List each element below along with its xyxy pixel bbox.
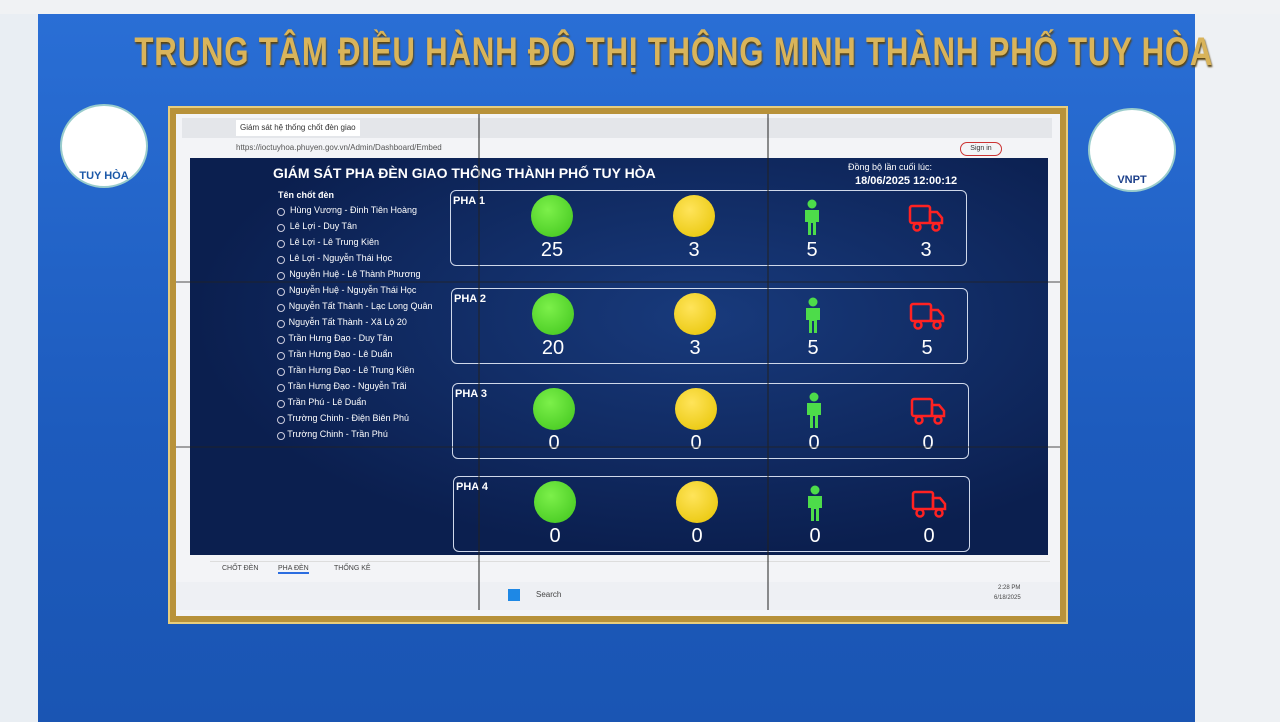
pedestrian-icon — [803, 392, 825, 433]
browser-tab[interactable]: Giám sát hệ thống chốt đèn giao — [236, 120, 360, 136]
pedestrian-count: 5 — [806, 239, 818, 261]
tab-bar — [182, 118, 1052, 138]
tab[interactable]: PHA ĐÈN — [278, 565, 309, 574]
address-bar[interactable]: https://ioctuyhoa.phuyen.gov.vn/Admin/Da… — [236, 143, 442, 152]
logo-right: VNPT — [1088, 108, 1176, 192]
sign-in-button[interactable]: Sign in — [960, 142, 1002, 156]
phase-name: PHA 2 — [454, 293, 486, 305]
start-button[interactable] — [508, 589, 520, 601]
phase-box: PHA 2 20 3 5 5 — [451, 288, 968, 364]
intersection-item: Lê Lợi - Lê Trung Kiên — [289, 237, 380, 247]
intersection-item: Lê Lợi - Nguyễn Thái Học — [289, 253, 393, 263]
phase-name: PHA 1 — [453, 195, 485, 207]
intersection-item: Nguyễn Tất Thành - Lạc Long Quân — [288, 301, 433, 311]
green-light — [531, 195, 573, 237]
intersection-item: Lê Lợi - Duy Tân — [289, 221, 358, 231]
yellow-count: 3 — [688, 239, 700, 261]
vehicle-icon — [911, 489, 947, 524]
taskbar: Search 2:28 PM 6/18/2025 — [176, 582, 1060, 610]
bezel — [767, 114, 769, 610]
green-light — [532, 293, 574, 335]
dashboard: GIÁM SÁT PHA ĐÈN GIAO THÔNG THÀNH PHỐ TU… — [190, 158, 1048, 555]
side-wall — [0, 0, 38, 722]
yellow-light — [676, 481, 718, 523]
vehicle-icon — [910, 396, 946, 431]
vehicle-icon — [908, 203, 944, 238]
tab-strip: CHỐT ĐÈN PHA ĐÈN THỐNG KÊ — [210, 561, 1050, 580]
radio — [277, 320, 285, 328]
sync-time: 18/06/2025 12:00:12 — [855, 175, 958, 187]
phase-box: PHA 1 25 3 5 3 — [450, 190, 967, 266]
vehicle-count: 0 — [922, 432, 934, 454]
radio — [277, 400, 285, 408]
green-light — [534, 481, 576, 523]
radio — [277, 256, 285, 264]
list-header: Tên chốt đèn — [278, 190, 334, 200]
ceiling — [0, 0, 1280, 14]
intersection-item: Trần Phú - Lê Duẩn — [287, 397, 367, 407]
radio — [277, 272, 285, 280]
clock-date: 6/18/2025 — [994, 595, 1021, 601]
intersection-item: Nguyễn Tất Thành - Xã Lộ 20 — [288, 317, 407, 327]
pedestrian-icon — [804, 485, 826, 526]
intersection-item: Trần Hưng Đạo - Lê Trung Kiên — [288, 365, 415, 375]
yellow-count: 0 — [690, 432, 702, 454]
pedestrian-count: 5 — [807, 337, 819, 359]
phase-box: PHA 4 0 0 0 0 — [453, 476, 970, 552]
radio — [277, 304, 285, 312]
radio — [277, 416, 285, 424]
pedestrian-icon — [802, 297, 824, 338]
intersection-item: Trần Hưng Đạo - Lê Duẩn — [288, 349, 393, 359]
radio — [277, 384, 285, 392]
intersection-item: Trần Hưng Đạo - Duy Tân — [288, 333, 393, 343]
dashboard-title: GIÁM SÁT PHA ĐÈN GIAO THÔNG THÀNH PHỐ TU… — [273, 165, 656, 181]
clock-time: 2:28 PM — [998, 585, 1021, 591]
taskbar-search[interactable]: Search — [536, 590, 562, 599]
intersection-item: Trần Hưng Đạo - Nguyễn Trãi — [287, 381, 407, 391]
intersection-item: Trường Chinh - Điện Biên Phủ — [287, 413, 410, 423]
intersection-item: Hùng Vương - Đinh Tiên Hoàng — [290, 205, 417, 215]
intersection-item: Trường Chinh - Trần Phú — [287, 429, 388, 439]
green-light — [533, 388, 575, 430]
pedestrian-count: 0 — [809, 525, 821, 547]
phase-box: PHA 3 0 0 0 0 — [452, 383, 969, 459]
radio — [277, 352, 285, 360]
yellow-light — [675, 388, 717, 430]
radio — [277, 224, 285, 232]
phase-name: PHA 4 — [456, 481, 488, 493]
radio — [277, 208, 285, 216]
intersection-item: Nguyễn Huệ - Nguyễn Thái Học — [289, 285, 417, 295]
pedestrian-icon — [801, 199, 823, 240]
vehicle-icon — [909, 301, 945, 336]
radio — [277, 288, 285, 296]
phase-name: PHA 3 — [455, 388, 487, 400]
vehicle-count: 3 — [920, 239, 932, 261]
tab[interactable]: CHỐT ĐÈN — [222, 565, 259, 572]
intersection-item: Nguyễn Huệ - Lê Thành Phương — [289, 269, 421, 279]
vehicle-count: 0 — [923, 525, 935, 547]
wall-title: TRUNG TÂM ĐIỀU HÀNH ĐÔ THỊ THÔNG MINH TH… — [134, 30, 1214, 74]
yellow-light — [674, 293, 716, 335]
radio — [277, 336, 285, 344]
radio — [277, 368, 285, 376]
sync-label: Đồng bộ lần cuối lúc: — [848, 162, 933, 172]
green-count: 0 — [548, 432, 560, 454]
yellow-light — [673, 195, 715, 237]
tab[interactable]: THỐNG KÊ — [334, 565, 371, 572]
yellow-count: 0 — [691, 525, 703, 547]
side-wall — [1195, 0, 1280, 722]
green-count: 20 — [541, 337, 565, 359]
green-count: 25 — [540, 239, 564, 261]
bezel — [176, 446, 1060, 448]
bezel — [176, 281, 1060, 283]
radio — [277, 240, 285, 248]
radio — [277, 432, 285, 440]
logo-left: TUY HÒA — [60, 104, 148, 188]
vehicle-count: 5 — [921, 337, 933, 359]
pedestrian-count: 0 — [808, 432, 820, 454]
bezel — [478, 114, 480, 610]
green-count: 0 — [549, 525, 561, 547]
yellow-count: 3 — [689, 337, 701, 359]
